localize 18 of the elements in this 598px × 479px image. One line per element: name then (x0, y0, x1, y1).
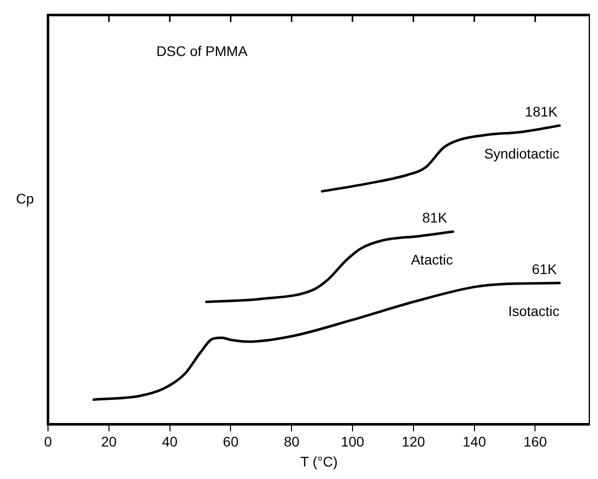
x-tick-label: 120 (402, 434, 426, 450)
x-tick-label: 160 (524, 434, 548, 450)
x-tick-label: 80 (284, 434, 300, 450)
x-axis-title: T (°C) (300, 453, 338, 470)
annotation: 61K (532, 260, 558, 277)
x-tick-label: 40 (162, 434, 178, 450)
y-axis-title: Cp (16, 190, 34, 207)
x-tick-label: 60 (222, 434, 239, 450)
x-tick-label: 140 (462, 434, 486, 450)
series-label: Atactic (410, 252, 453, 268)
x-tick-label: 0 (44, 434, 52, 450)
x-tick-label: 100 (340, 434, 364, 450)
annotation: 181K (524, 103, 558, 120)
x-tick-label: 20 (101, 434, 117, 450)
series-label: Isotactic (508, 302, 560, 319)
annotation: 81K (422, 210, 448, 226)
series-label: Syndiotactic (484, 145, 560, 162)
chart-title: DSC of PMMA (156, 42, 248, 59)
